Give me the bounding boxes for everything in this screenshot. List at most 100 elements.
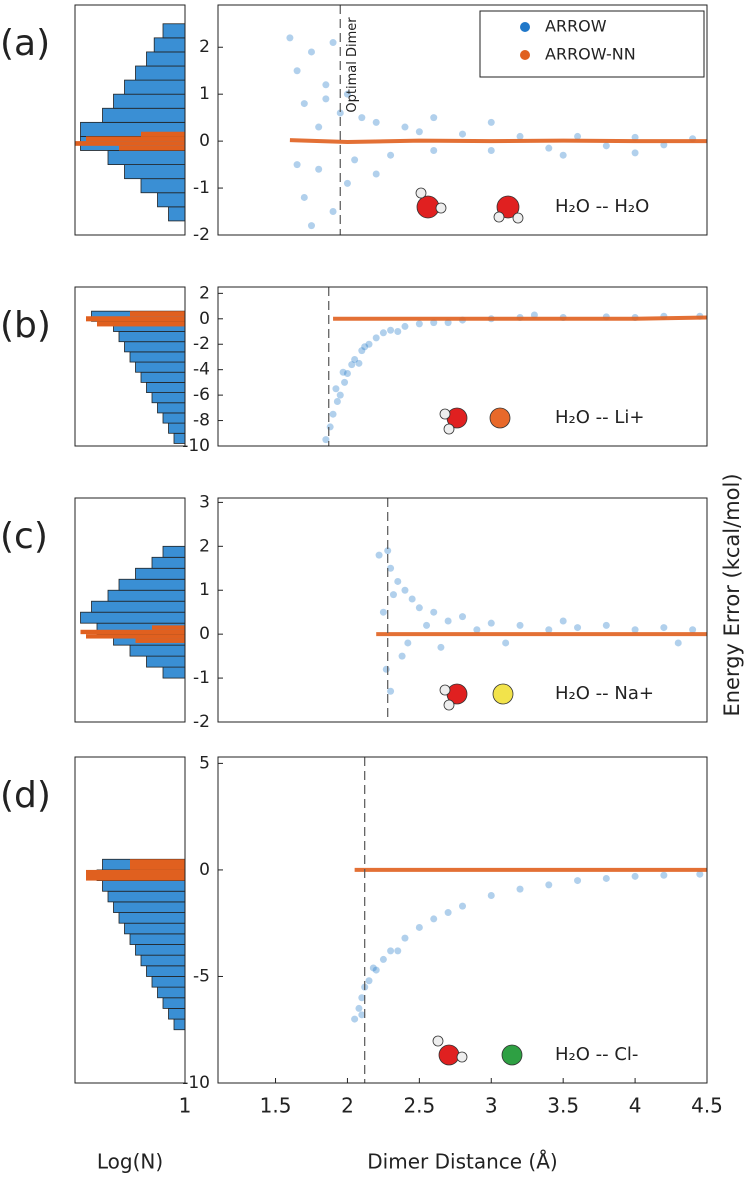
histogram-frame <box>74 286 186 447</box>
y-tick-label: 0 <box>199 860 210 880</box>
data-point <box>444 617 452 625</box>
histogram-bar <box>140 371 186 383</box>
data-point <box>602 621 610 629</box>
molecule-atom <box>443 423 455 435</box>
data-point <box>487 619 495 627</box>
y-tick-label: 1 <box>199 580 210 600</box>
data-point <box>398 652 406 660</box>
data-point <box>300 100 308 108</box>
data-point <box>365 340 373 348</box>
y-tick-label: 0 <box>199 624 210 644</box>
data-point <box>384 547 392 555</box>
data-point <box>351 1015 359 1023</box>
data-point <box>631 872 639 880</box>
molecule-atom <box>443 699 455 711</box>
legend-label: ARROW <box>545 17 607 36</box>
histogram-bar <box>129 644 186 657</box>
data-point <box>602 142 610 150</box>
data-point <box>696 870 704 878</box>
data-point <box>341 378 349 386</box>
data-point <box>358 114 366 122</box>
histogram-bar <box>146 965 186 977</box>
histogram-bar <box>162 23 186 39</box>
y-tick-label: -10 <box>182 1073 210 1093</box>
y-tick-label: -6 <box>193 385 210 405</box>
histogram-bar <box>162 666 186 679</box>
molecule-label: H₂O -- Na+ <box>555 683 654 704</box>
data-point <box>351 356 359 364</box>
histogram-bar <box>124 79 186 95</box>
molecule-atom <box>439 408 451 420</box>
x-axis-label: Dimer Distance (Å) <box>367 1150 557 1174</box>
data-point <box>459 130 466 138</box>
data-point <box>355 359 363 367</box>
x-tick-label: 1 <box>179 1094 192 1118</box>
histogram-bar <box>124 341 186 353</box>
legend-marker <box>520 50 530 60</box>
histogram-bar <box>124 164 186 180</box>
data-point <box>430 319 438 327</box>
y-axis-label: Energy Error (kcal/mol) <box>720 473 744 716</box>
data-point <box>387 151 395 159</box>
x-tick-label: 2 <box>341 1094 354 1118</box>
data-point <box>459 613 466 621</box>
data-point <box>545 626 553 634</box>
data-point <box>660 624 668 632</box>
histogram-bar <box>173 1018 186 1031</box>
data-point <box>574 877 582 885</box>
histogram-bar <box>162 997 186 1009</box>
histogram-bar <box>157 192 186 208</box>
histogram-frame <box>74 4 186 236</box>
molecule-atom <box>438 1044 460 1066</box>
data-point <box>502 639 510 647</box>
histogram-bar <box>113 901 186 913</box>
y-tick-label: 3 <box>199 492 210 512</box>
histogram-bar <box>157 402 186 414</box>
data-point <box>286 34 294 42</box>
data-point <box>351 156 359 164</box>
panel-label: (c) <box>0 516 48 557</box>
data-point <box>430 915 438 923</box>
data-point <box>415 128 423 136</box>
plot-frame <box>217 497 708 723</box>
data-point <box>293 67 301 75</box>
data-point <box>516 132 524 140</box>
data-point <box>365 977 373 985</box>
data-point <box>339 368 347 376</box>
plot-frame <box>217 4 708 236</box>
y-tick-label: -2 <box>193 225 210 245</box>
data-point <box>545 881 553 889</box>
histogram-bar <box>146 381 186 393</box>
data-point <box>415 320 423 328</box>
data-point <box>358 1011 366 1019</box>
histogram-bar <box>135 65 186 81</box>
data-point <box>333 397 341 405</box>
data-point <box>348 361 356 369</box>
data-point <box>355 1004 363 1012</box>
molecule-atom <box>415 187 427 199</box>
data-point <box>358 347 366 355</box>
histogram-bar <box>107 589 186 602</box>
data-point <box>430 147 438 155</box>
histogram-bar <box>146 655 186 668</box>
histogram-frame <box>74 756 186 1084</box>
y-tick-label: -10 <box>182 436 210 456</box>
data-point <box>401 322 409 330</box>
data-point <box>387 326 395 334</box>
data-point <box>315 165 323 173</box>
histogram-bar <box>135 944 186 956</box>
data-point <box>332 385 340 393</box>
data-point <box>404 639 412 647</box>
data-point <box>315 123 323 131</box>
data-point <box>382 665 390 673</box>
data-point <box>631 149 639 157</box>
y-tick-label: 1 <box>199 84 210 104</box>
plot-frame <box>217 756 708 1084</box>
y-tick-label: 2 <box>199 536 210 556</box>
x-tick-label: 3.5 <box>547 1094 579 1118</box>
histogram-bar <box>86 869 185 881</box>
data-point <box>343 179 351 187</box>
data-point <box>387 564 395 572</box>
panel-label: (d) <box>0 775 51 816</box>
data-point <box>379 329 387 337</box>
